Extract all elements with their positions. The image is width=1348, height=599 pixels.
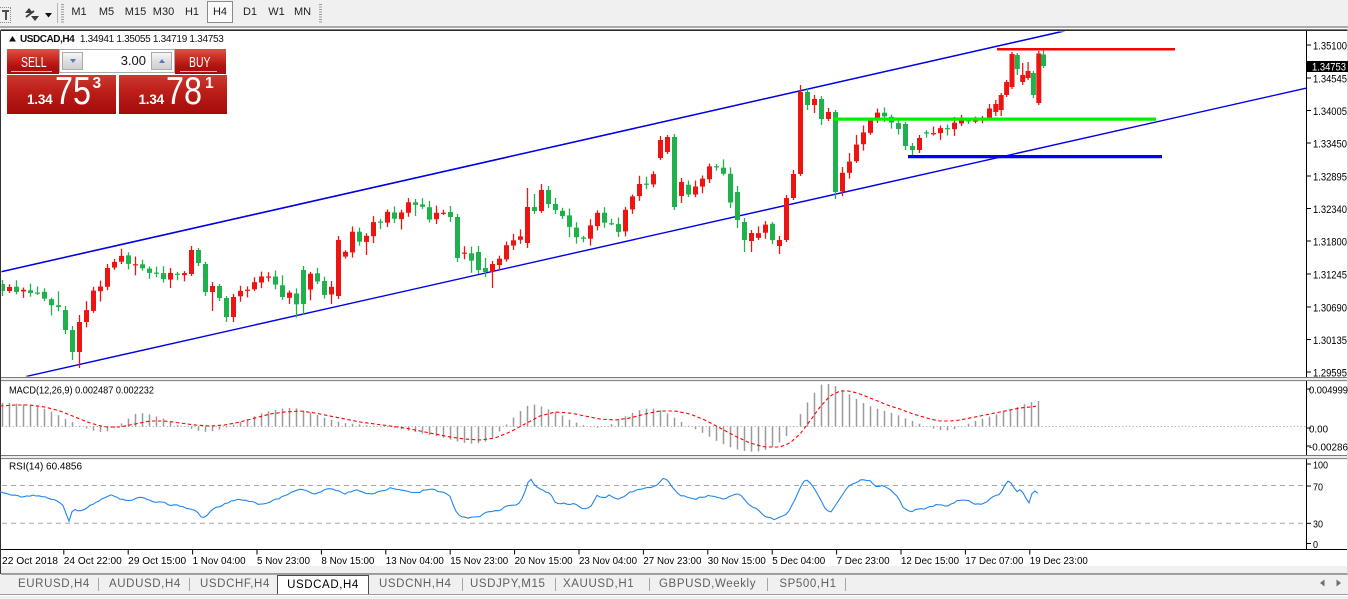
svg-text:12 Dec 15:00: 12 Dec 15:00 <box>901 556 959 567</box>
svg-text:1.31245: 1.31245 <box>1313 269 1347 281</box>
svg-text:1.30135: 1.30135 <box>1313 335 1347 347</box>
svg-text:0: 0 <box>1313 540 1318 551</box>
svg-text:1.30690: 1.30690 <box>1313 302 1347 314</box>
svg-text:17 Dec 07:00: 17 Dec 07:00 <box>965 556 1023 567</box>
svg-text:29 Oct 15:00: 29 Oct 15:00 <box>128 556 186 567</box>
svg-text:15 Nov 23:00: 15 Nov 23:00 <box>450 556 508 567</box>
svg-text:0.004999: 0.004999 <box>1309 385 1348 396</box>
svg-text:1.33450: 1.33450 <box>1313 138 1347 150</box>
svg-text:19 Dec 23:00: 19 Dec 23:00 <box>1030 556 1088 567</box>
svg-text:RSI(14) 60.4856: RSI(14) 60.4856 <box>9 462 82 473</box>
svg-text:1.32895: 1.32895 <box>1313 171 1347 183</box>
svg-text:20 Nov 15:00: 20 Nov 15:00 <box>515 556 573 567</box>
svg-text:22 Oct 2018: 22 Oct 2018 <box>2 556 58 567</box>
svg-text:30 Nov 15:00: 30 Nov 15:00 <box>708 556 766 567</box>
svg-text:-0.00286: -0.00286 <box>1309 442 1348 453</box>
svg-text:1.29595: 1.29595 <box>1313 367 1347 379</box>
svg-text:24 Oct 22:00: 24 Oct 22:00 <box>64 556 122 567</box>
svg-text:1.34005: 1.34005 <box>1313 106 1347 118</box>
svg-text:1 Nov 04:00: 1 Nov 04:00 <box>193 556 246 567</box>
svg-text:1.34545: 1.34545 <box>1313 73 1347 85</box>
svg-text:0.00: 0.00 <box>1309 424 1328 435</box>
svg-text:1.34753: 1.34753 <box>1312 62 1346 74</box>
svg-text:8 Nov 15:00: 8 Nov 15:00 <box>321 556 374 567</box>
svg-text:1.35100: 1.35100 <box>1313 40 1347 52</box>
svg-text:100: 100 <box>1313 460 1328 471</box>
svg-text:1.32340: 1.32340 <box>1313 204 1347 216</box>
svg-text:23 Nov 04:00: 23 Nov 04:00 <box>579 556 637 567</box>
svg-text:5 Dec 04:00: 5 Dec 04:00 <box>772 556 825 567</box>
svg-text:13 Nov 04:00: 13 Nov 04:00 <box>386 556 444 567</box>
svg-text:5 Nov 23:00: 5 Nov 23:00 <box>257 556 310 567</box>
svg-text:70: 70 <box>1313 482 1323 493</box>
svg-text:7 Dec 23:00: 7 Dec 23:00 <box>837 556 890 567</box>
svg-text:30: 30 <box>1313 520 1323 531</box>
svg-text:MACD(12,26,9) 0.002487 0.00223: MACD(12,26,9) 0.002487 0.002232 <box>9 386 154 397</box>
svg-text:1.31800: 1.31800 <box>1313 236 1347 248</box>
svg-text:27 Nov 23:00: 27 Nov 23:00 <box>643 556 701 567</box>
